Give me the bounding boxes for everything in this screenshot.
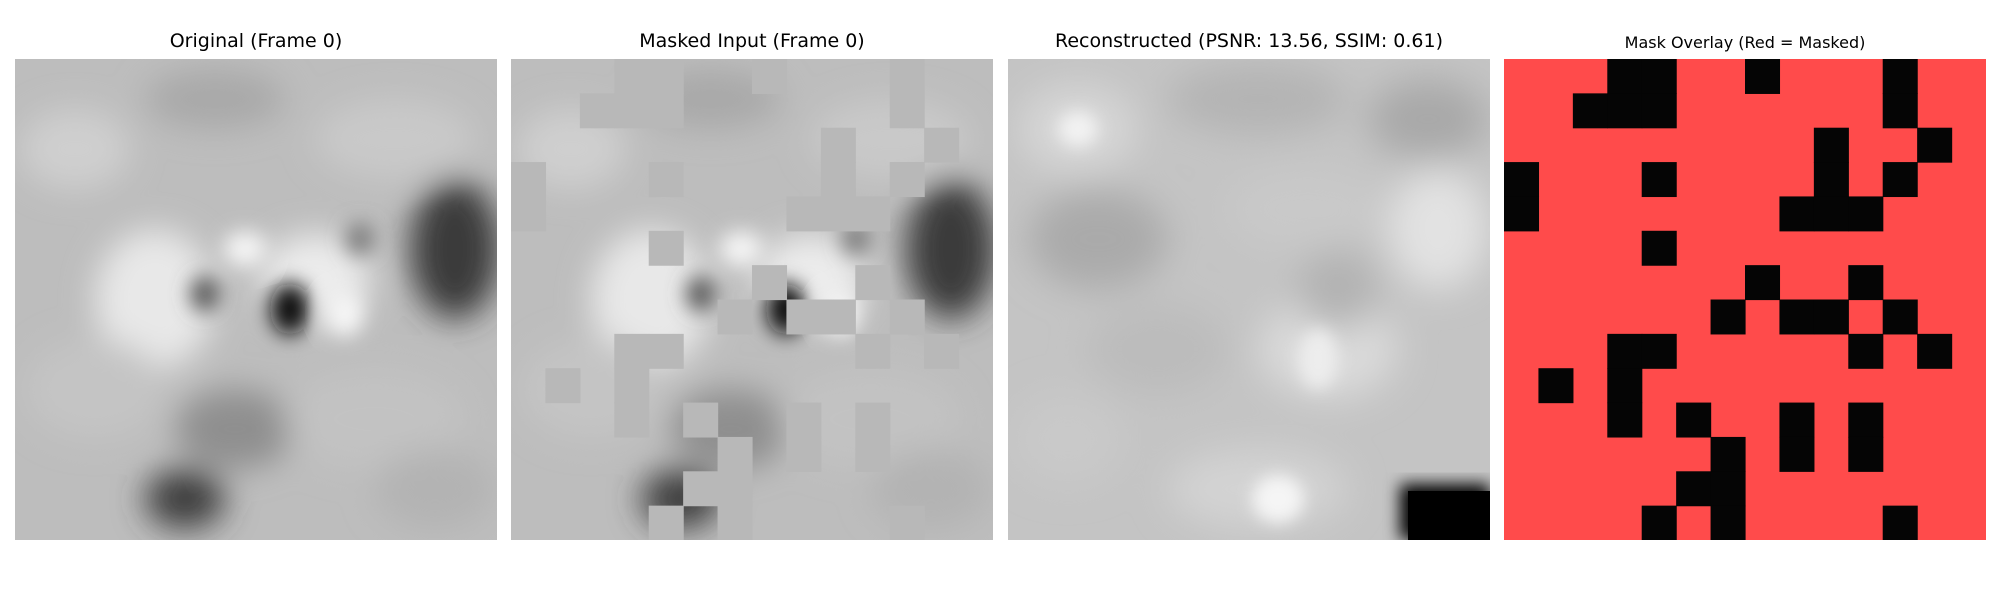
mask-cell [855,436,891,472]
mask-cell [1745,59,1781,94]
mask-cell [924,127,960,163]
mask-cell [752,265,788,301]
mask-cell [1848,196,1884,232]
mask-cell [855,333,891,369]
mask-cell [1917,333,1953,369]
mask-cell [1813,127,1849,163]
mask-cell [924,333,960,369]
mask-cell [820,127,856,163]
mask-cell [820,196,856,232]
mask-cell [1641,505,1677,540]
mask-cell [1882,299,1918,335]
mask-cell [1848,265,1884,301]
mask-cell [717,299,753,335]
mask-overlay-image [1504,59,1986,540]
mask-cell [820,299,856,335]
original-image [15,59,497,540]
mask-cell [1641,93,1677,129]
mask-cell [1779,402,1815,438]
mask-cell [1607,368,1643,404]
mask-cell [1882,93,1918,129]
reconstructed-title: Reconstructed (PSNR: 13.56, SSIM: 0.61) [1055,30,1443,52]
mask-cell [1779,196,1815,232]
mask-cell [648,162,684,198]
mask-cell [786,299,822,335]
mask-cell [1504,196,1540,232]
mask-cell [820,162,856,198]
mask-cell [786,402,822,438]
mask-cell [1641,230,1677,266]
mask-cell [1848,333,1884,369]
mask-cell [1779,299,1815,335]
mask-cell [545,368,581,404]
mask-cell [614,93,650,129]
mask-cell [614,333,650,369]
mask-cell [1710,299,1746,335]
reconstructed-image [1008,59,1490,540]
mask-cell [752,59,788,94]
mask-cell [1504,162,1540,198]
mask-cell [1607,93,1643,129]
mask-cell [1917,127,1953,163]
mask-cell [1676,471,1712,507]
original-title: Original (Frame 0) [169,30,343,52]
mask-cell [1779,436,1815,472]
mask-cell [614,402,650,438]
mask-cell [1572,93,1608,129]
mask-cell [1607,402,1643,438]
mask-cell [1641,59,1677,94]
mask-cell [889,505,925,540]
overlay-title: Mask Overlay (Red = Masked) [1624,33,1866,52]
mask-cell [855,402,891,438]
mask-cell [511,196,547,232]
mask-cell [1710,505,1746,540]
mask-cell [889,162,925,198]
mask-cell [889,59,925,94]
mask-cell [648,333,684,369]
mask-cell [648,230,684,266]
mask-cell [579,93,615,129]
mask-cell [614,59,650,94]
mask-cell [511,162,547,198]
mask-cell [648,505,684,540]
mask-cell [683,471,719,507]
mask-cell [1848,402,1884,438]
mask-cell [1882,505,1918,540]
mask-cell [1882,59,1918,94]
masked-image [511,59,993,540]
mask-cell [786,436,822,472]
mask-cell [648,93,684,129]
mask-cell [717,471,753,507]
mask-cell [1813,162,1849,198]
mask-cell [1607,59,1643,94]
mask-cell [1641,162,1677,198]
mask-cell [889,93,925,129]
masked-title: Masked Input (Frame 0) [639,30,865,52]
mask-cell [1848,436,1884,472]
mask-cell [1607,333,1643,369]
mask-cell [855,265,891,301]
mask-cell [889,299,925,335]
mask-cell [786,196,822,232]
mask-cell [1710,436,1746,472]
mask-cell [1882,162,1918,198]
mask-cell [1676,402,1712,438]
mask-cell [717,505,753,540]
mask-cell [1745,265,1781,301]
mask-cell [855,196,891,232]
mask-cell [1813,196,1849,232]
mask-cell [614,368,650,404]
mask-cell [1641,333,1677,369]
mask-cell [1538,368,1574,404]
mask-cell [717,436,753,472]
mask-cell [683,402,719,438]
mask-cell [648,59,684,94]
mask-cell [1710,471,1746,507]
mask-cell [1813,299,1849,335]
